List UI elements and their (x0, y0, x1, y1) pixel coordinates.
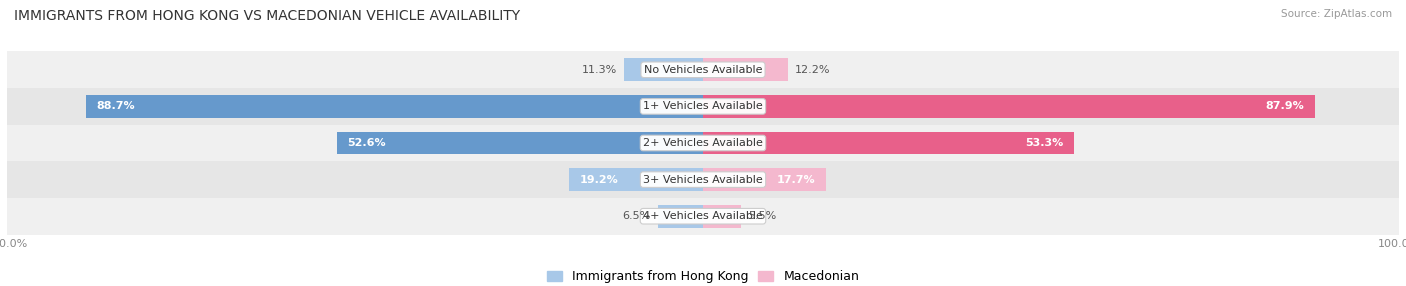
Bar (7, 198, 1399, 235)
Bar (703, 132, 1074, 154)
Text: IMMIGRANTS FROM HONG KONG VS MACEDONIAN VEHICLE AVAILABILITY: IMMIGRANTS FROM HONG KONG VS MACEDONIAN … (14, 9, 520, 23)
Text: 3+ Vehicles Available: 3+ Vehicles Available (643, 175, 763, 184)
Bar (569, 168, 703, 191)
Bar (624, 58, 703, 81)
Text: 88.7%: 88.7% (96, 102, 135, 111)
Bar (703, 205, 741, 228)
Text: 11.3%: 11.3% (582, 65, 617, 75)
Text: 53.3%: 53.3% (1025, 138, 1063, 148)
Text: 4+ Vehicles Available: 4+ Vehicles Available (643, 211, 763, 221)
Bar (703, 168, 827, 191)
Text: 17.7%: 17.7% (778, 175, 815, 184)
Text: 2+ Vehicles Available: 2+ Vehicles Available (643, 138, 763, 148)
Bar (7, 88, 1399, 125)
Text: 5.5%: 5.5% (748, 211, 776, 221)
Text: 87.9%: 87.9% (1265, 102, 1305, 111)
Legend: Immigrants from Hong Kong, Macedonian: Immigrants from Hong Kong, Macedonian (547, 270, 859, 283)
Text: 19.2%: 19.2% (579, 175, 619, 184)
Text: No Vehicles Available: No Vehicles Available (644, 65, 762, 75)
Bar (7, 51, 1399, 88)
Bar (658, 205, 703, 228)
Text: 1+ Vehicles Available: 1+ Vehicles Available (643, 102, 763, 111)
Bar (7, 161, 1399, 198)
Text: Source: ZipAtlas.com: Source: ZipAtlas.com (1281, 9, 1392, 19)
Text: 12.2%: 12.2% (794, 65, 831, 75)
Bar (337, 132, 703, 154)
Bar (7, 125, 1399, 161)
Text: 6.5%: 6.5% (623, 211, 651, 221)
Bar (86, 95, 703, 118)
Bar (703, 95, 1315, 118)
Text: 52.6%: 52.6% (347, 138, 387, 148)
Bar (703, 58, 787, 81)
